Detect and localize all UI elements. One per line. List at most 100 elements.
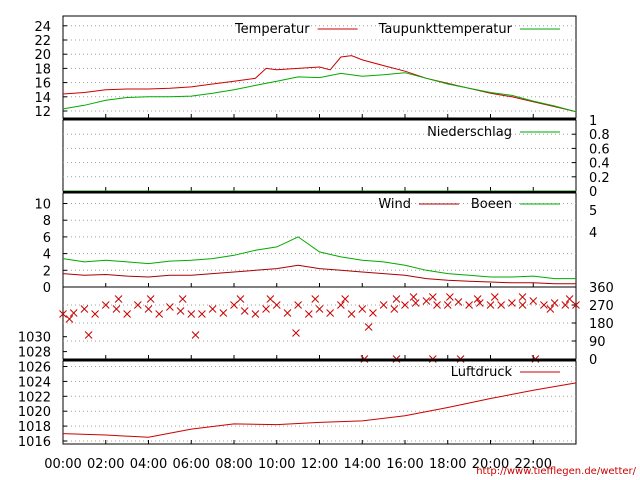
wind-tick-label: 4 [43,248,51,263]
wind-right-tick-label: 5 [589,204,597,219]
direction-point [369,309,377,317]
footer-url: http://www.tiefflegen.de/wetter/ [476,466,636,477]
wind-series-line [62,236,576,280]
time-label: 00:00 [44,457,81,472]
direction-tick-label: 0 [589,353,597,368]
direction-point [283,309,292,317]
direction-point [198,310,206,318]
precipitation-tick-label: 0.8 [589,128,610,143]
direction-point [475,299,484,307]
direction-point [473,295,482,303]
direction-point [65,315,74,323]
direction-point [409,293,418,301]
pressure-tick-label: 1026 [18,361,51,376]
precipitation-tick-label: 0.4 [589,157,610,172]
direction-point [490,293,499,301]
direction-point [114,295,123,303]
direction-point [422,297,431,305]
wind-tick-label: 0 [43,281,51,296]
time-label: 04:00 [130,457,167,472]
temperature-series-line [62,55,577,113]
wind-right-tick-label: 4 [589,226,597,241]
direction-point [123,310,131,318]
direction-point [550,299,559,307]
direction-point [187,310,196,318]
direction-point [262,305,270,313]
direction-point [219,309,228,317]
precipitation-tick-label: 0.6 [589,142,610,157]
pressure-legend-label: Luftdruck [451,365,513,380]
direction-point [337,301,345,309]
direction-point [101,301,110,309]
precipitation-tick-label: 0.2 [589,171,610,186]
direction-point [465,301,473,309]
direction-point [341,295,350,303]
pressure-tick-label: 1022 [18,390,51,405]
pressure-tick-label: 1018 [18,420,51,435]
direction-point [518,301,527,309]
direction-point [178,295,187,303]
direction-point [546,305,555,313]
direction-point [443,301,452,309]
temperature-tick-label: 16 [34,77,51,92]
direction-point [208,305,217,313]
pressure-tick-label: 1020 [18,405,51,420]
pressure-series-line [62,382,577,438]
direction-tick-label: 90 [589,335,606,350]
time-label: 02:00 [87,457,124,472]
direction-point [540,301,548,309]
direction-point [497,301,506,309]
direction-point [364,323,373,331]
direction-point [236,295,245,303]
pressure-tick-label: 1030 [18,331,51,346]
temperature-tick-label: 22 [34,34,51,49]
precipitation-legend-label: Niederschlag [427,125,512,140]
time-label: 12:00 [301,457,338,472]
direction-point [433,301,441,309]
direction-point [294,301,302,309]
time-label: 06:00 [173,457,210,472]
pressure-tick-label: 1024 [18,375,51,390]
precipitation-tick-label: 1 [589,114,597,129]
direction-point [529,297,538,305]
wind-tick-label: 6 [43,231,51,246]
wind-tick-label: 2 [43,264,51,279]
pressure-tick-label: 1028 [18,346,51,361]
time-label: 18:00 [429,457,466,472]
direction-point [80,305,89,313]
direction-point [358,305,367,313]
direction-point [112,305,121,313]
temperature-tick-label: 12 [34,105,51,120]
direction-tick-label: 270 [589,299,614,314]
direction-point [59,310,67,318]
direction-point [311,295,320,303]
direction-point [454,298,463,306]
temperature-series-line [62,72,577,113]
direction-point [379,301,388,309]
direction-point [561,301,570,309]
direction-point [518,293,527,301]
time-label: 22:00 [515,457,552,472]
direction-point [272,301,281,309]
direction-point [91,310,99,318]
precipitation-panel: 00.20.40.60.81 Niederschlag [62,114,610,200]
direction-point [133,301,142,309]
direction-point [240,307,249,315]
direction-point [84,331,93,339]
direction-point [508,299,516,307]
precipitation-tick-label: 0 [589,185,597,200]
direction-point [486,301,495,309]
direction-point [446,293,454,301]
wind-legend-label: Wind [378,197,411,212]
direction-point [428,293,437,301]
direction-point [326,309,335,317]
time-label: 14:00 [344,457,381,472]
time-label: 10:00 [258,457,295,472]
time-label: 16:00 [386,457,423,472]
wind-tick-label: 8 [43,214,51,229]
wind-legend-label: Boeen [471,197,512,212]
